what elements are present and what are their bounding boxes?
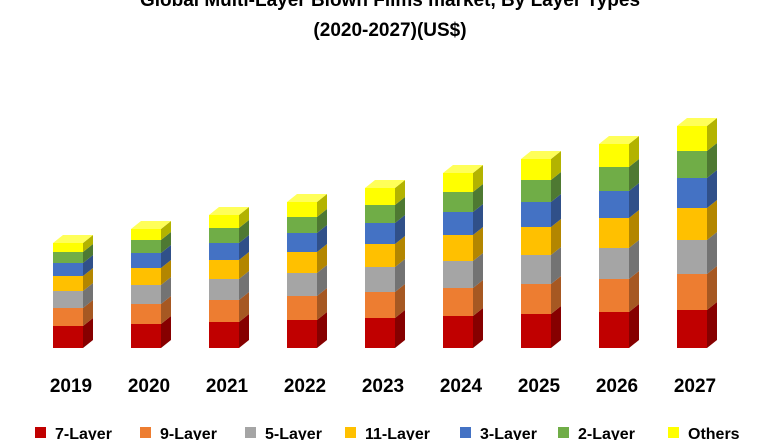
x-tick-label: 2027 xyxy=(674,376,716,397)
bar-segment xyxy=(209,314,249,348)
bar-segment xyxy=(287,225,327,252)
bar-segment xyxy=(287,194,327,217)
bar-segment xyxy=(443,308,483,348)
bar-segment xyxy=(365,236,405,267)
bar-segment xyxy=(599,136,639,167)
x-tick-label: 2020 xyxy=(128,376,170,397)
legend-swatch xyxy=(345,427,356,438)
bar-segment xyxy=(365,180,405,205)
legend-label: Others xyxy=(688,426,740,440)
bar-segment xyxy=(209,220,249,243)
bar-segment xyxy=(521,151,561,180)
legend-label: 5-Layer xyxy=(265,426,322,440)
bar-segment xyxy=(53,283,93,308)
bar-segment xyxy=(677,170,717,208)
bar-segment xyxy=(443,227,483,261)
legend-swatch xyxy=(668,427,679,438)
bar-segment xyxy=(365,310,405,348)
bar-segment xyxy=(287,265,327,296)
bar-segment xyxy=(209,271,249,300)
x-tick-label: 2021 xyxy=(206,376,249,397)
x-tick-label: 2023 xyxy=(362,376,404,397)
bar-segment xyxy=(599,304,639,348)
bar-segment xyxy=(677,118,717,151)
bar-segment xyxy=(599,210,639,248)
bar-segment xyxy=(53,318,93,348)
bar-segment xyxy=(365,197,405,223)
legend-swatch xyxy=(35,427,46,438)
legend-swatch xyxy=(245,427,256,438)
bar-segment xyxy=(521,219,561,255)
bar-segment xyxy=(365,284,405,318)
bar-segment xyxy=(677,200,717,240)
bar-segment xyxy=(365,259,405,292)
bar-segment xyxy=(53,300,93,326)
bar-segment xyxy=(131,316,171,348)
chart-title: Global Multi-Layer Blown Films market, B… xyxy=(140,0,640,11)
legend-label: 7-Layer xyxy=(55,426,112,440)
bar-segment xyxy=(521,194,561,227)
bar-segment xyxy=(599,159,639,191)
bar-segment xyxy=(209,207,249,228)
bar-segment xyxy=(521,172,561,202)
legend-label: 11-Layer xyxy=(365,426,430,440)
bar-segment xyxy=(131,277,171,304)
bar-segment xyxy=(677,232,717,274)
x-tick-label: 2026 xyxy=(596,376,638,397)
bar-segment xyxy=(53,268,93,291)
bar-segment xyxy=(287,312,327,348)
bar-segment xyxy=(365,215,405,244)
bar-segment xyxy=(131,260,171,285)
bar-segment xyxy=(677,143,717,178)
bar-segment xyxy=(209,235,249,260)
bar-segment xyxy=(443,253,483,288)
bar-segment xyxy=(677,302,717,348)
bar-segment xyxy=(599,240,639,279)
bar-segment xyxy=(443,204,483,235)
bar-segment xyxy=(677,266,717,310)
x-tick-label: 2022 xyxy=(284,376,326,397)
bar-segment xyxy=(287,288,327,320)
legend-label: 9-Layer xyxy=(160,426,217,440)
bar-segment xyxy=(521,276,561,314)
legend-swatch xyxy=(460,427,471,438)
bar-segment xyxy=(443,280,483,316)
bar-segment xyxy=(209,292,249,322)
x-tick-label: 2019 xyxy=(50,376,92,397)
bar-segment xyxy=(53,244,93,263)
bar-segment xyxy=(443,165,483,192)
bar-segment xyxy=(53,235,93,252)
bar-segment xyxy=(131,232,171,253)
bar-segment xyxy=(131,296,171,324)
bar-segment xyxy=(599,271,639,312)
bar-segment xyxy=(209,252,249,279)
bar-segment xyxy=(521,247,561,284)
bar-segment xyxy=(443,184,483,212)
x-tick-label: 2024 xyxy=(440,376,483,397)
bar-segment xyxy=(521,306,561,348)
legend-label: 2-Layer xyxy=(578,426,635,440)
legend-label: 3-Layer xyxy=(480,426,537,440)
legend-swatch xyxy=(558,427,569,438)
bar-segment xyxy=(131,221,171,240)
bar-segment xyxy=(287,244,327,273)
chart-subtitle: (2020-2027)(US$) xyxy=(313,20,466,41)
legend-swatch xyxy=(140,427,151,438)
bar-segment xyxy=(53,255,93,276)
bar-segment xyxy=(599,183,639,218)
bar-segment xyxy=(131,245,171,268)
x-tick-label: 2025 xyxy=(518,376,561,397)
